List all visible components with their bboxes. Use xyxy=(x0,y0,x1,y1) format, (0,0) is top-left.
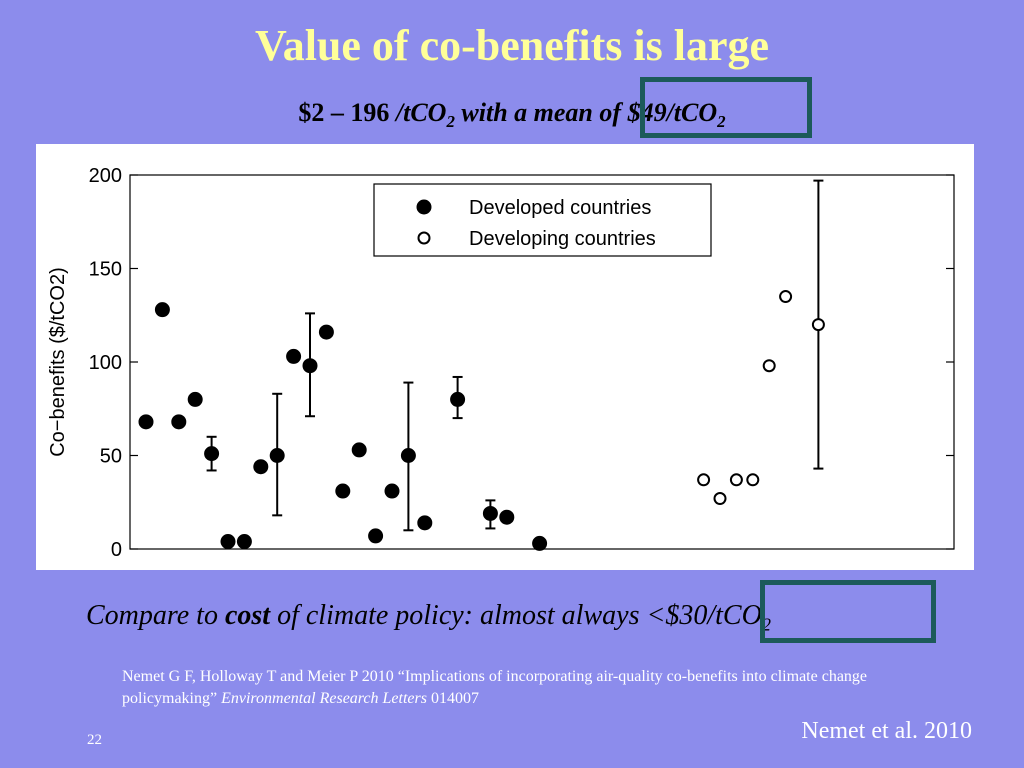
developed-point xyxy=(400,448,416,463)
developing-point xyxy=(713,492,727,506)
cobenefits-scatter-chart: 0 50 100 150 200 Co−benefits ($/tCO2) Develope… xyxy=(47,165,955,561)
developed-point xyxy=(450,391,466,407)
legend-label: Developing countries xyxy=(469,228,656,250)
developed-point xyxy=(286,348,302,364)
developing-point xyxy=(762,359,776,373)
developed-point xyxy=(154,302,170,318)
legend-marker-developed xyxy=(416,199,432,215)
developed-point xyxy=(253,459,269,475)
citation: Nemet G F, Holloway T and Meier P 2010 “… xyxy=(122,668,868,707)
developed-point xyxy=(187,391,203,407)
subtitle-range: $2 – 196 xyxy=(298,98,390,127)
developing-point xyxy=(729,473,743,487)
developed-point xyxy=(269,448,285,463)
developed-point xyxy=(351,442,367,458)
legend-label: Developed countries xyxy=(469,197,651,219)
developed-point xyxy=(417,515,433,531)
developed-point xyxy=(171,414,187,430)
developed-point xyxy=(482,505,498,521)
slide-subtitle: $2 – 196 /tCO2 with a mean of $49/tCO2 xyxy=(0,98,1024,132)
developing-point xyxy=(811,318,825,332)
compare-statement: Compare to cost of climate policy: almos… xyxy=(86,600,771,635)
page-number: 22 xyxy=(87,732,102,748)
subtitle-unit: /tCO2 with a mean of $49/tCO2 xyxy=(389,98,726,132)
y-tick-label: 0 xyxy=(111,539,122,561)
developed-point xyxy=(368,528,384,544)
developing-point xyxy=(779,290,793,304)
developing-point xyxy=(746,473,760,487)
compare-cost-word: cost xyxy=(224,600,271,631)
policy-cost-highlight-box xyxy=(760,580,936,643)
developed-point xyxy=(236,534,252,550)
developed-point xyxy=(220,534,236,550)
developed-point xyxy=(384,483,400,499)
mean-highlight-box xyxy=(640,77,812,138)
developed-point xyxy=(302,358,318,374)
developed-point xyxy=(335,483,351,499)
legend-box xyxy=(373,183,712,257)
developed-point xyxy=(204,446,220,462)
developed-point xyxy=(499,509,515,525)
developed-point xyxy=(318,324,334,340)
chart-panel: 0 50 100 150 200 Co−benefits ($/tCO2) Develope… xyxy=(36,144,974,570)
developed-point xyxy=(138,414,154,430)
slide-title: Value of co-benefits is large xyxy=(254,21,770,70)
developing-point xyxy=(697,473,711,487)
y-tick-label: 200 xyxy=(89,165,122,187)
y-tick-label: 50 xyxy=(100,446,122,468)
attribution: Nemet et al. 2010 xyxy=(801,718,972,744)
compare-value: <$30/tCO xyxy=(646,600,762,631)
y-tick-label: 150 xyxy=(89,259,122,281)
legend-marker-developing xyxy=(417,231,431,245)
developed-point xyxy=(532,535,548,551)
y-axis-label: Co−benefits ($/tCO2) xyxy=(47,267,69,457)
citation-journal: Environmental Research Letters xyxy=(221,690,427,707)
y-tick-label: 100 xyxy=(89,352,122,374)
